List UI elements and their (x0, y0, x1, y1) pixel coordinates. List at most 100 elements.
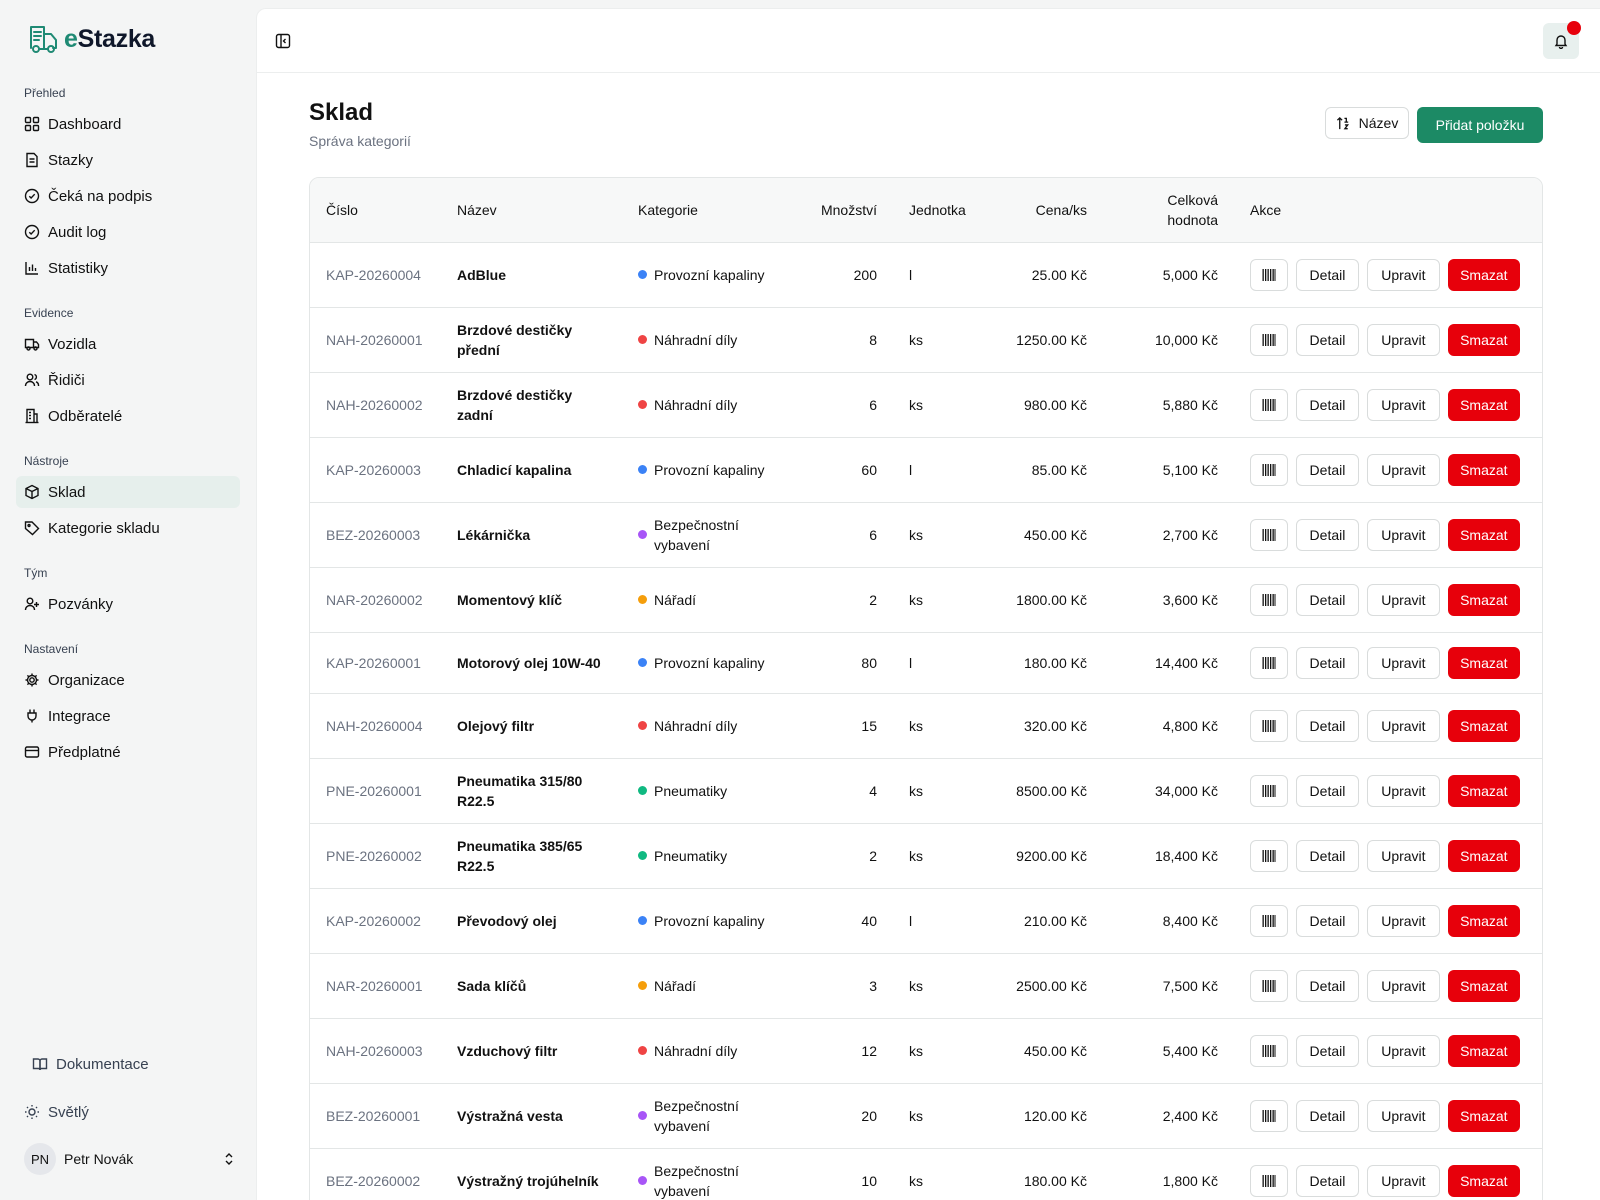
delete-button[interactable]: Smazat (1447, 969, 1520, 1002)
detail-button[interactable]: Detail (1295, 839, 1360, 872)
theme-toggle[interactable]: Světlý (24, 1100, 89, 1124)
notifications-button[interactable] (1543, 21, 1581, 59)
detail-button[interactable]: Detail (1295, 388, 1360, 421)
sidebar-item-kategorie-skladu[interactable]: Kategorie skladu (16, 512, 240, 544)
sidebar-item-ceka-na-podpis[interactable]: Čeká na podpis (16, 180, 240, 212)
table-row[interactable]: PNE-20260002 Pneumatika 385/65 R22.5 Pne… (310, 823, 1542, 889)
sort-button[interactable]: Název (1325, 107, 1409, 139)
table-row[interactable]: KAP-20260003 Chladicí kapalina Provozní … (310, 437, 1542, 503)
edit-button[interactable]: Upravit (1367, 774, 1440, 807)
sidebar-item-ridici[interactable]: Řidiči (16, 364, 240, 396)
user-menu[interactable]: PN Petr Novák (24, 1142, 236, 1176)
table-row[interactable]: PNE-20260001 Pneumatika 315/80 R22.5 Pne… (310, 758, 1542, 824)
detail-button[interactable]: Detail (1295, 969, 1360, 1002)
sidebar-item-organizace[interactable]: Organizace (16, 664, 240, 696)
delete-button[interactable]: Smazat (1447, 1099, 1520, 1132)
barcode-button[interactable] (1250, 583, 1288, 616)
barcode-button[interactable] (1250, 1164, 1288, 1197)
edit-button[interactable]: Upravit (1367, 583, 1440, 616)
table-row[interactable]: NAH-20260002 Brzdové destičky zadní Náhr… (310, 372, 1542, 438)
delete-button[interactable]: Smazat (1447, 904, 1520, 937)
barcode-button[interactable] (1250, 258, 1288, 291)
column-header-jednotka[interactable]: Jednotka (893, 178, 984, 243)
barcode-button[interactable] (1250, 646, 1288, 679)
table-row[interactable]: NAR-20260002 Momentový klíč Nářadí 2 ks … (310, 567, 1542, 633)
detail-button[interactable]: Detail (1295, 1099, 1360, 1132)
detail-button[interactable]: Detail (1295, 453, 1360, 486)
detail-button[interactable]: Detail (1295, 583, 1360, 616)
table-row[interactable]: BEZ-20260001 Výstražná vesta Bezpečnostn… (310, 1083, 1542, 1149)
barcode-button[interactable] (1250, 388, 1288, 421)
edit-button[interactable]: Upravit (1367, 1034, 1440, 1067)
edit-button[interactable]: Upravit (1367, 323, 1440, 356)
sidebar-item-integrace[interactable]: Integrace (16, 700, 240, 732)
edit-button[interactable]: Upravit (1367, 709, 1440, 742)
table-row[interactable]: BEZ-20260002 Výstražný trojúhelník Bezpe… (310, 1148, 1542, 1200)
delete-button[interactable]: Smazat (1447, 323, 1520, 356)
delete-button[interactable]: Smazat (1447, 583, 1520, 616)
delete-button[interactable]: Smazat (1447, 839, 1520, 872)
delete-button[interactable]: Smazat (1447, 388, 1520, 421)
edit-button[interactable]: Upravit (1367, 388, 1440, 421)
detail-button[interactable]: Detail (1295, 1164, 1360, 1197)
column-header-nazev[interactable]: Název (441, 178, 622, 243)
sidebar-toggle-icon[interactable] (275, 33, 291, 49)
barcode-button[interactable] (1250, 774, 1288, 807)
delete-button[interactable]: Smazat (1447, 646, 1520, 679)
detail-button[interactable]: Detail (1295, 323, 1360, 356)
barcode-button[interactable] (1250, 1099, 1288, 1132)
barcode-button[interactable] (1250, 904, 1288, 937)
column-header-celkova-hodnota[interactable]: Celková hodnota (1103, 178, 1234, 243)
barcode-button[interactable] (1250, 323, 1288, 356)
barcode-button[interactable] (1250, 839, 1288, 872)
detail-button[interactable]: Detail (1295, 709, 1360, 742)
sidebar-item-sklad[interactable]: Sklad (16, 476, 240, 508)
delete-button[interactable]: Smazat (1447, 1034, 1520, 1067)
detail-button[interactable]: Detail (1295, 774, 1360, 807)
column-header-kategorie[interactable]: Kategorie (622, 178, 784, 243)
sidebar-item-odberatele[interactable]: Odběratelé (16, 400, 240, 432)
barcode-button[interactable] (1250, 453, 1288, 486)
barcode-button[interactable] (1250, 709, 1288, 742)
add-item-button[interactable]: Přidat položku (1417, 107, 1543, 143)
sidebar-item-vozidla[interactable]: Vozidla (16, 328, 240, 360)
edit-button[interactable]: Upravit (1367, 646, 1440, 679)
table-row[interactable]: NAH-20260004 Olejový filtr Náhradní díly… (310, 693, 1542, 759)
table-row[interactable]: BEZ-20260003 Lékárnička Bezpečnostní vyb… (310, 502, 1542, 568)
detail-button[interactable]: Detail (1295, 518, 1360, 551)
table-row[interactable]: KAP-20260001 Motorový olej 10W-40 Provoz… (310, 632, 1542, 694)
barcode-button[interactable] (1250, 518, 1288, 551)
edit-button[interactable]: Upravit (1367, 969, 1440, 1002)
sidebar-item-stazky[interactable]: Stazky (16, 144, 240, 176)
table-row[interactable]: NAH-20260003 Vzduchový filtr Náhradní dí… (310, 1018, 1542, 1084)
delete-button[interactable]: Smazat (1447, 518, 1520, 551)
docs-link[interactable]: Dokumentace (32, 1052, 149, 1076)
table-row[interactable]: NAH-20260001 Brzdové destičky přední Náh… (310, 307, 1542, 373)
delete-button[interactable]: Smazat (1447, 709, 1520, 742)
sidebar-item-pozvanky[interactable]: Pozvánky (16, 588, 240, 620)
sidebar-item-predplatne[interactable]: Předplatné (16, 736, 240, 768)
delete-button[interactable]: Smazat (1447, 453, 1520, 486)
detail-button[interactable]: Detail (1295, 258, 1360, 291)
edit-button[interactable]: Upravit (1367, 453, 1440, 486)
delete-button[interactable]: Smazat (1447, 1164, 1520, 1197)
barcode-button[interactable] (1250, 969, 1288, 1002)
sidebar-item-audit-log[interactable]: Audit log (16, 216, 240, 248)
table-row[interactable]: KAP-20260002 Převodový olej Provozní kap… (310, 888, 1542, 954)
edit-button[interactable]: Upravit (1367, 904, 1440, 937)
table-row[interactable]: KAP-20260004 AdBlue Provozní kapaliny 20… (310, 242, 1542, 308)
barcode-button[interactable] (1250, 1034, 1288, 1067)
sidebar-item-statistiky[interactable]: Statistiky (16, 252, 240, 284)
edit-button[interactable]: Upravit (1367, 518, 1440, 551)
detail-button[interactable]: Detail (1295, 646, 1360, 679)
brand-logo[interactable]: eStazka (28, 24, 155, 54)
edit-button[interactable]: Upravit (1367, 1099, 1440, 1132)
detail-button[interactable]: Detail (1295, 1034, 1360, 1067)
column-header-cislo[interactable]: Číslo (310, 178, 441, 243)
column-header-mnozstvi[interactable]: Množství (784, 178, 893, 243)
detail-button[interactable]: Detail (1295, 904, 1360, 937)
table-row[interactable]: NAR-20260001 Sada klíčů Nářadí 3 ks 2500… (310, 953, 1542, 1019)
edit-button[interactable]: Upravit (1367, 1164, 1440, 1197)
delete-button[interactable]: Smazat (1447, 774, 1520, 807)
delete-button[interactable]: Smazat (1447, 258, 1520, 291)
